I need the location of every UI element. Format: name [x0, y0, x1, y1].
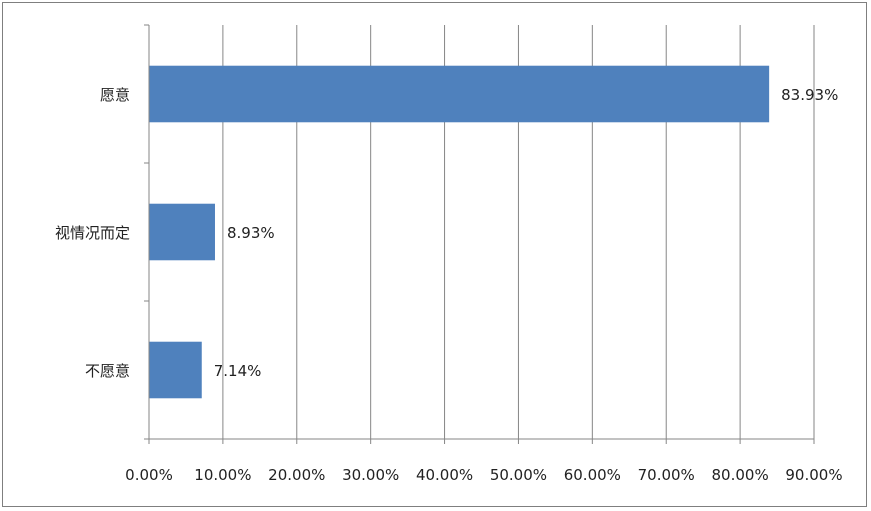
data-label: 8.93% [227, 224, 275, 242]
x-tick-label: 0.00% [125, 466, 173, 484]
x-tick-label: 10.00% [194, 466, 251, 484]
x-tick-label: 80.00% [712, 466, 769, 484]
axes [144, 24, 815, 444]
x-tick-label: 60.00% [564, 466, 621, 484]
labels: 0.00% 10.00% 20.00% 30.00% 40.00% 50.00% 60.00… [55, 86, 843, 484]
data-label: 7.14% [214, 362, 262, 380]
x-tick-label: 20.00% [268, 466, 325, 484]
bar-2 [149, 341, 202, 399]
category-label: 愿意 [100, 86, 130, 104]
bars [149, 65, 770, 399]
x-tick-label: 30.00% [342, 466, 399, 484]
category-label: 视情况而定 [55, 224, 130, 242]
bar-0 [149, 65, 770, 123]
x-tick-label: 50.00% [490, 466, 547, 484]
bar-1 [149, 203, 215, 261]
data-label: 83.93% [781, 86, 838, 104]
x-tick-label: 40.00% [416, 466, 473, 484]
x-tick-label: 70.00% [638, 466, 695, 484]
x-tick-label: 90.00% [785, 466, 842, 484]
category-label: 不愿意 [85, 362, 130, 380]
